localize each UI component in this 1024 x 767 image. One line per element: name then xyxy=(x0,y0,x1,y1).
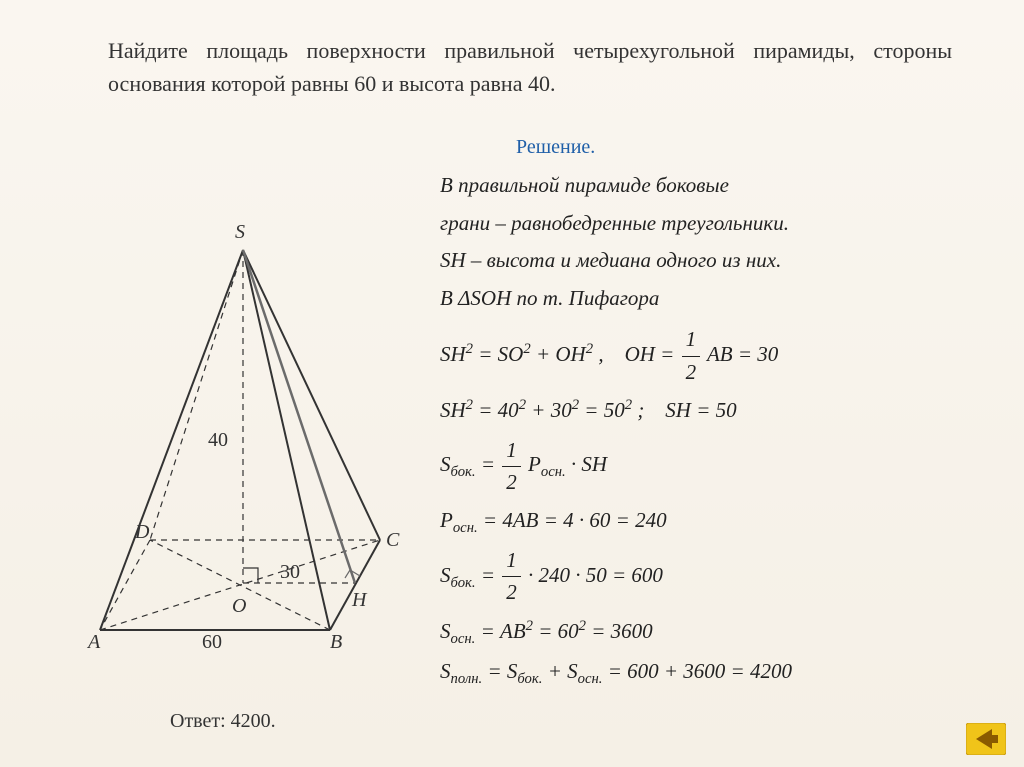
problem-statement: Найдите площадь поверхности правильной ч… xyxy=(108,34,952,100)
label-h: H xyxy=(351,589,368,611)
solution-label: Решение. xyxy=(516,136,595,159)
label-o: O xyxy=(232,595,246,617)
sol-line-3: SH – высота и медиана одного из них. xyxy=(440,245,1000,277)
label-b: B xyxy=(330,631,342,653)
formula-sbok-calc: Sбок. = 12 · 240 · 50 = 600 xyxy=(440,545,1000,609)
label-s: S xyxy=(235,221,245,243)
sol-line-4: В ΔSOH по т. Пифагора xyxy=(440,283,1000,315)
formula-sh-calc: SH2 = 402 + 302 = 502 ; SH = 50 xyxy=(440,394,1000,427)
formula-sh-squared: SH2 = SO2 + OH2 , OH = 12 AB = 30 xyxy=(440,324,1000,388)
formula-sosn: Sосн. = AB2 = 602 = 3600 xyxy=(440,615,1000,650)
solution-body: В правильной пирамиде боковые грани – ра… xyxy=(440,170,1000,696)
label-base: 60 xyxy=(202,631,222,653)
back-button[interactable] xyxy=(966,723,1006,755)
formula-sbok: Sбок. = 12 Pосн. · SH xyxy=(440,435,1000,499)
label-d: D xyxy=(134,521,150,543)
pyramid-diagram: S A B C D O H 40 30 60 xyxy=(80,220,440,660)
formula-posn: Pосн. = 4AB = 4 · 60 = 240 xyxy=(440,505,1000,539)
answer: Ответ: 4200. xyxy=(170,710,276,733)
sol-line-1: В правильной пирамиде боковые xyxy=(440,170,1000,202)
label-a: A xyxy=(86,631,101,653)
label-half: 30 xyxy=(280,561,300,583)
formula-spoln: Sполн. = Sбок. + Sосн. = 600 + 3600 = 42… xyxy=(440,656,1000,690)
sol-line-2: грани – равнобедренные треугольники. xyxy=(440,208,1000,240)
label-height: 40 xyxy=(208,429,228,451)
label-c: C xyxy=(386,529,400,551)
